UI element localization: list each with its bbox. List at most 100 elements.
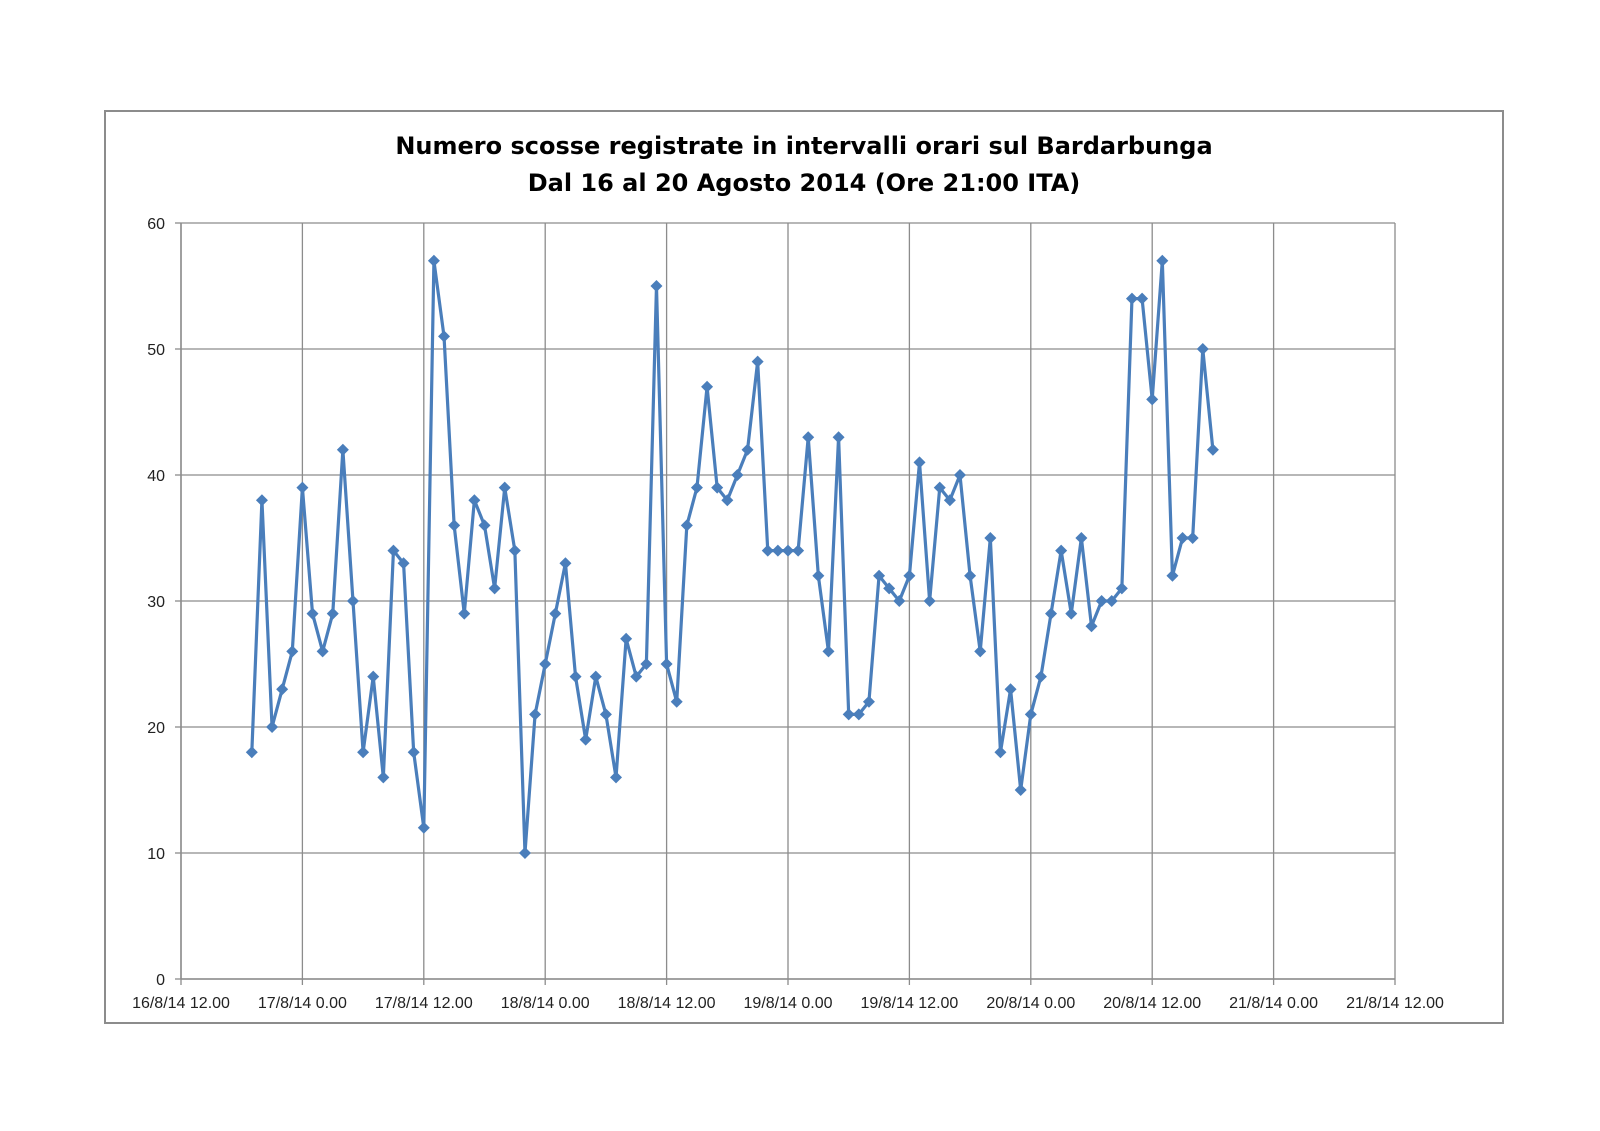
data-point-marker: [964, 569, 977, 582]
x-tick-label: 21/8/14 0.00: [1229, 995, 1318, 1012]
x-tick-label: 17/8/14 0.00: [258, 995, 347, 1012]
x-tick-label: 20/8/14 0.00: [986, 995, 1075, 1012]
data-point-marker: [1196, 343, 1209, 355]
x-tick-label: 21/8/14 12.00: [1346, 995, 1444, 1012]
y-tick-label: 20: [147, 720, 165, 737]
data-point-marker: [771, 544, 784, 557]
data-point-marker: [326, 607, 339, 620]
data-point-marker: [620, 632, 633, 645]
data-point-marker: [741, 443, 754, 456]
y-tick-label: 30: [147, 594, 165, 611]
data-point-marker: [1146, 393, 1159, 406]
data-point-marker: [569, 670, 582, 683]
data-point-marker: [266, 721, 279, 733]
data-point-marker: [873, 569, 886, 582]
x-tick-label: 19/8/14 12.00: [860, 995, 958, 1012]
data-point-marker: [599, 708, 612, 721]
data-point-marker: [731, 469, 744, 481]
data-point-marker: [1115, 582, 1128, 595]
data-point-marker: [589, 670, 602, 683]
data-point-marker: [1075, 532, 1088, 544]
data-point-marker: [1176, 532, 1189, 544]
data-point-marker: [822, 645, 835, 658]
data-point-marker: [1085, 620, 1098, 633]
data-point-marker: [468, 494, 481, 507]
data-point-marker: [1014, 784, 1027, 796]
data-point-marker: [933, 481, 946, 494]
data-point-marker: [893, 595, 906, 607]
data-point-marker: [1024, 708, 1037, 721]
data-point-marker: [498, 481, 511, 494]
data-point-marker: [539, 658, 552, 670]
data-point-marker: [518, 847, 531, 859]
x-tick-label: 16/8/14 12.00: [132, 995, 230, 1012]
data-point-marker: [640, 658, 653, 670]
data-point-marker: [690, 481, 703, 494]
data-point-marker: [1045, 607, 1058, 620]
data-point-marker: [782, 544, 794, 557]
data-point-marker: [397, 557, 410, 570]
series-line: [250, 259, 1215, 855]
data-point-marker: [650, 280, 663, 292]
y-tick-label: 0: [156, 972, 165, 989]
data-point-marker: [812, 569, 825, 582]
data-point-marker: [255, 494, 268, 507]
chart-frame: Numero scosse registrate in intervalli o…: [104, 110, 1504, 1024]
data-point-marker: [862, 695, 875, 708]
data-point-marker: [761, 544, 774, 557]
data-point-marker: [245, 746, 258, 759]
data-point-marker: [1034, 670, 1047, 683]
data-point-marker: [670, 695, 683, 708]
data-point-marker: [508, 544, 521, 557]
data-point-marker: [427, 254, 440, 267]
data-point-marker: [367, 670, 380, 683]
data-point-marker: [953, 469, 966, 481]
data-point-marker: [549, 607, 562, 620]
data-point-marker: [478, 519, 491, 532]
x-tick-label: 19/8/14 0.00: [744, 995, 833, 1012]
data-point-marker: [680, 519, 693, 532]
y-tick-label: 50: [147, 342, 165, 359]
data-point-marker: [852, 708, 865, 721]
data-point-marker: [377, 771, 390, 784]
x-tick-label: 17/8/14 12.00: [375, 995, 473, 1012]
data-point-marker: [559, 557, 572, 570]
data-point-marker: [1156, 254, 1169, 267]
data-point-marker: [610, 771, 623, 784]
data-point-marker: [832, 431, 845, 444]
data-point-marker: [316, 645, 329, 658]
data-point-marker: [1095, 595, 1108, 607]
data-point-marker: [1206, 443, 1219, 456]
data-point-marker: [276, 683, 289, 696]
data-point-marker: [579, 733, 592, 746]
data-point-marker: [883, 582, 896, 595]
chart-title: Numero scosse registrate in intervalli o…: [395, 132, 1213, 160]
data-point-marker: [346, 595, 359, 607]
x-tick-label: 18/8/14 0.00: [501, 995, 590, 1012]
y-tick-label: 60: [147, 216, 165, 233]
data-point-marker: [974, 645, 987, 658]
data-point-marker: [943, 494, 956, 507]
data-point-marker: [488, 582, 501, 595]
data-point-marker: [1186, 532, 1199, 544]
data-point-marker: [336, 443, 349, 456]
data-point-marker: [721, 494, 734, 507]
y-tick-label: 40: [147, 468, 165, 485]
data-point-marker: [448, 519, 461, 532]
x-tick-label: 20/8/14 12.00: [1103, 995, 1201, 1012]
data-point-marker: [1136, 292, 1149, 305]
data-point-marker: [296, 481, 309, 494]
data-point-marker: [923, 595, 936, 607]
data-point-marker: [306, 607, 319, 620]
chart-subtitle: Dal 16 al 20 Agosto 2014 (Ore 21:00 ITA): [527, 169, 1081, 197]
data-point-marker: [994, 746, 1007, 759]
data-point-marker: [1105, 595, 1118, 607]
x-tick-label: 18/8/14 12.00: [618, 995, 716, 1012]
data-point-marker: [630, 670, 643, 683]
y-tick-label: 10: [147, 846, 165, 863]
data-point-marker: [407, 746, 420, 759]
data-point-marker: [286, 645, 299, 658]
data-point-marker: [751, 355, 764, 368]
data-point-marker: [913, 456, 926, 469]
data-point-marker: [903, 569, 916, 582]
